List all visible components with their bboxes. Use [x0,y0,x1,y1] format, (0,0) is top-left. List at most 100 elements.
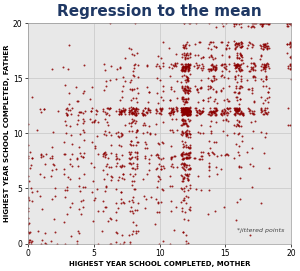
Point [108,241,113,246]
Point [206,188,211,192]
Point [186,163,191,167]
Point [237,112,242,116]
Point [235,118,240,122]
Point [181,86,186,90]
Point [136,111,140,116]
Point [252,21,257,25]
Point [209,53,214,58]
Point [134,96,139,100]
Point [120,133,125,137]
Point [234,95,239,99]
Point [106,113,111,117]
Point [143,205,148,210]
Point [168,105,173,110]
Point [208,119,213,123]
Point [187,109,191,113]
Point [185,65,190,69]
Point [49,239,53,243]
Point [251,61,256,66]
Point [249,42,254,47]
Point [179,105,184,110]
Point [234,65,239,69]
Point [213,209,218,213]
Point [68,133,73,137]
Point [234,141,239,146]
Point [284,24,289,28]
Point [188,111,193,116]
Point [100,229,105,233]
Point [185,150,190,155]
Point [237,111,242,115]
Point [239,139,244,143]
Point [286,42,291,46]
Point [182,108,187,112]
Point [82,185,87,189]
Point [199,78,203,82]
Point [184,64,189,69]
Point [118,241,122,246]
Point [171,63,176,67]
Point [135,156,140,160]
Point [180,105,185,110]
Point [182,111,187,115]
Point [232,106,237,110]
Point [64,188,69,192]
Point [264,111,269,115]
Point [187,205,192,209]
Point [260,44,265,49]
Point [184,173,189,178]
Point [185,110,190,114]
Point [154,152,159,156]
Point [147,156,152,161]
Point [103,205,108,209]
Point [113,240,118,244]
Point [187,207,192,211]
Point [233,83,238,88]
Point [239,111,244,115]
Point [182,69,187,73]
Point [116,205,121,210]
Point [122,111,127,116]
Point [237,105,242,110]
Point [182,111,187,116]
Point [182,111,186,115]
Point [103,205,108,209]
Point [222,112,227,116]
Point [180,122,185,127]
Point [232,63,237,67]
Point [185,123,190,128]
Point [183,53,188,57]
Point [251,25,256,29]
Point [234,65,239,69]
Point [49,66,54,71]
Point [224,117,228,121]
Point [258,43,263,47]
Point [187,110,192,114]
Point [237,64,242,69]
Point [179,153,184,158]
Point [109,175,114,180]
Point [106,107,111,111]
Point [122,107,127,111]
Point [186,66,191,70]
Point [153,132,158,136]
Point [174,127,179,132]
Point [184,109,189,114]
Point [213,105,218,110]
Point [179,85,184,89]
Point [183,140,188,144]
Point [234,124,239,128]
Point [196,130,200,134]
Point [193,84,198,88]
Point [142,106,147,110]
Point [186,106,190,111]
Point [235,62,240,66]
Point [118,112,123,116]
Point [80,117,85,121]
Point [181,142,185,146]
Point [196,53,201,57]
Point [153,166,158,171]
Point [185,63,190,68]
Point [184,65,189,70]
Point [187,66,191,70]
